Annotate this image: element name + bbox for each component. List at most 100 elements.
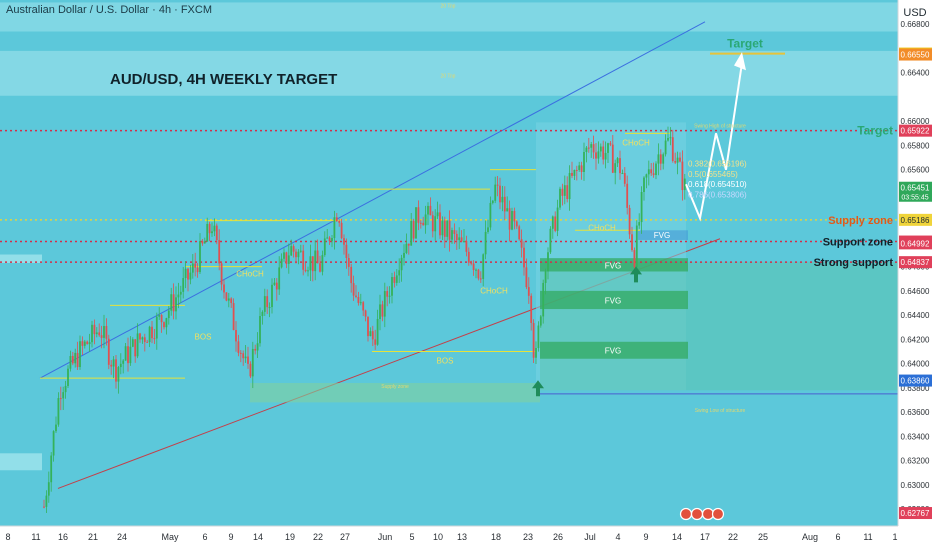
candle <box>643 177 645 192</box>
candle <box>326 237 329 239</box>
fib-label: 0.786(0.653806) <box>688 191 747 200</box>
candle <box>556 207 559 231</box>
candle <box>455 233 458 241</box>
candle <box>679 157 681 162</box>
candle <box>460 237 463 242</box>
candle <box>67 368 69 386</box>
x-tick-label: 24 <box>117 532 127 542</box>
candle <box>112 359 115 367</box>
candle <box>321 255 324 272</box>
candle <box>62 392 65 399</box>
candle <box>297 251 300 258</box>
x-tick-label: 14 <box>672 532 682 542</box>
candle <box>175 297 177 312</box>
candle <box>467 251 470 263</box>
candle <box>518 226 521 240</box>
symbol-header[interactable]: Australian Dollar / U.S. Dollar · 4h · F… <box>6 4 212 16</box>
candle <box>539 316 542 326</box>
candle <box>578 165 581 170</box>
up-arrow <box>630 266 642 283</box>
candle <box>664 140 667 155</box>
candle <box>177 294 180 298</box>
candle <box>655 163 657 176</box>
level-label: Target <box>857 124 893 138</box>
candle <box>134 339 137 357</box>
candle <box>537 325 540 349</box>
candle <box>160 314 163 323</box>
fvg-label: FVG <box>605 261 621 270</box>
event-flag-icon[interactable] <box>711 507 725 521</box>
event-flag-icon[interactable] <box>679 507 693 521</box>
candle <box>472 263 475 270</box>
candle <box>256 343 259 351</box>
candle <box>146 341 149 343</box>
candle <box>458 237 461 241</box>
time-axis[interactable] <box>0 526 898 550</box>
candle <box>227 298 230 301</box>
candle <box>184 268 187 279</box>
x-tick-label: 5 <box>409 532 414 542</box>
price-label-tag <box>899 48 932 61</box>
candle <box>266 296 269 308</box>
candle <box>271 284 273 308</box>
y-tick-label: 0.66400 <box>901 69 930 78</box>
price-label-text: 0.66550 <box>901 51 930 60</box>
demand-strip <box>250 382 540 403</box>
fib-label: 0.618(0.654510) <box>688 180 747 189</box>
candle <box>604 152 607 160</box>
candle <box>645 174 648 178</box>
candle <box>194 263 197 268</box>
x-tick-label: 8 <box>5 532 10 542</box>
currency-label[interactable]: USD <box>903 7 927 19</box>
candle <box>623 173 626 184</box>
y-tick-label: 0.64400 <box>901 311 930 320</box>
left-zone-low <box>0 453 42 471</box>
x-tick-label: 9 <box>228 532 233 542</box>
candle <box>676 157 679 163</box>
candle <box>98 332 101 336</box>
candle <box>597 151 600 159</box>
structure-label: CHoCH <box>588 223 616 232</box>
candle <box>417 207 420 223</box>
event-flag-icon[interactable] <box>690 507 704 521</box>
candle <box>633 250 636 267</box>
candle <box>439 212 441 236</box>
candle <box>523 247 525 268</box>
candle <box>487 227 489 232</box>
candle <box>345 244 348 259</box>
fvg-label: FVG <box>654 231 670 240</box>
candle <box>91 324 93 343</box>
candle <box>263 296 266 312</box>
candle <box>45 495 48 507</box>
price-label-tag <box>899 213 932 226</box>
candle <box>441 220 444 236</box>
candle <box>647 169 650 175</box>
candle <box>575 169 578 171</box>
candle <box>230 298 233 304</box>
fvg-box <box>540 290 688 310</box>
candle <box>311 256 314 272</box>
x-tick-label: 6 <box>202 532 207 542</box>
price-label-text: 0.62767 <box>901 509 930 518</box>
candle <box>475 269 477 271</box>
candle <box>151 326 153 339</box>
candle <box>359 302 362 304</box>
candle <box>427 205 429 215</box>
candle <box>652 173 655 176</box>
candle <box>561 188 564 196</box>
price-axis[interactable] <box>898 0 932 550</box>
axis-corner <box>898 526 932 550</box>
candle <box>141 337 144 340</box>
candle <box>107 338 110 365</box>
candle <box>479 278 482 280</box>
event-flag-icon[interactable] <box>701 507 715 521</box>
candle <box>232 303 235 330</box>
candle <box>590 144 593 148</box>
candle <box>131 339 134 347</box>
candle <box>273 282 276 285</box>
x-tick-label: 4 <box>615 532 620 542</box>
candle <box>391 277 393 296</box>
y-tick-label: 0.65600 <box>901 166 930 175</box>
candle <box>179 291 182 295</box>
